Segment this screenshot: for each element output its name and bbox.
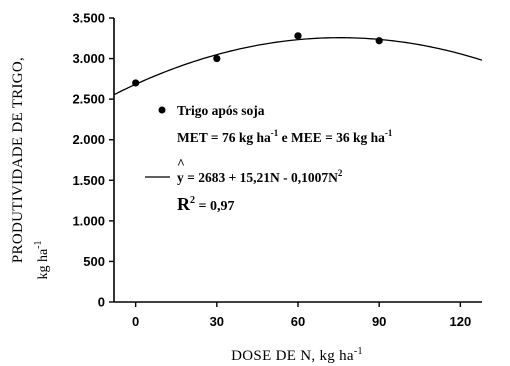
- y-tick-label: 1.000: [72, 213, 105, 228]
- data-point: [375, 37, 383, 45]
- x-tick-label: 90: [372, 314, 386, 329]
- legend-marker: [158, 106, 166, 114]
- data-point: [294, 32, 302, 40]
- y-axis-title: PRODUTIVIDADE DE TRIGO, kg ha-1: [10, 57, 51, 280]
- legend-series-label: Trigo após soja: [177, 103, 265, 118]
- axes: [113, 18, 482, 303]
- x-axis-title: DOSE DE N, kg ha-1: [231, 346, 363, 364]
- y-axis-title-line1: PRODUTIVIDADE DE TRIGO,: [10, 57, 26, 263]
- legend-equation: y = 2683 + 15,21N - 0,1007N2: [177, 168, 343, 185]
- data-points: [132, 32, 383, 87]
- y-tick-label: 1.500: [72, 173, 105, 188]
- x-tick-label: 120: [450, 314, 472, 329]
- legend: Trigo após soja MET = 76 kg ha-1 e MEE =…: [145, 103, 393, 214]
- fit-curve: [113, 37, 483, 96]
- legend-met-mee: MET = 76 kg ha-1 e MEE = 36 kg ha-1: [177, 128, 393, 145]
- data-point: [132, 79, 140, 87]
- y-tick-label: 2.000: [72, 132, 105, 147]
- y-tick-label: 0: [98, 295, 105, 310]
- data-point: [213, 54, 221, 63]
- y-tick-label: 2.500: [72, 92, 105, 107]
- x-tick-label: 30: [210, 314, 224, 329]
- legend-r2: R2 = 0,97: [177, 194, 234, 214]
- y-ticks: 0 500 1.000 1.500 2.000 2.500 3.000 3.500: [72, 11, 114, 310]
- x-tick-label: 60: [291, 314, 305, 329]
- y-tick-label: 500: [83, 254, 105, 269]
- x-tick-label: 0: [132, 314, 139, 329]
- legend-hat: ^: [177, 156, 185, 171]
- y-tick-label: 3.000: [72, 51, 105, 66]
- y-axis-title-line2: kg ha-1: [33, 240, 51, 279]
- y-tick-label: 3.500: [72, 11, 105, 26]
- x-ticks: 0 30 60 90 120: [132, 302, 471, 329]
